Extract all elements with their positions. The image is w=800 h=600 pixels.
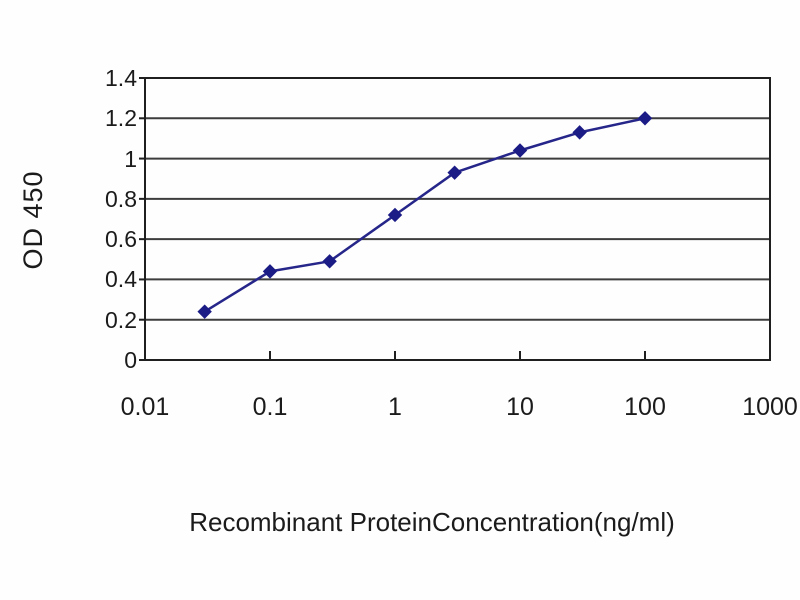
data-point-marker [322,254,337,269]
data-point-marker [387,207,403,223]
data-point-marker [262,264,278,279]
y-tick-label: 0 [124,347,137,373]
x-tick-label: 1 [388,393,402,421]
y-tick-label: 0.6 [105,226,137,253]
x-tick-label: 0.1 [252,393,288,421]
x-tick-label: 1000 [742,393,798,421]
y-tick-label: 0.2 [105,306,137,333]
x-axis-title: Recombinant ProteinConcentration(ng/ml) [189,507,675,537]
data-point-marker [447,165,462,180]
x-tick-label: 100 [624,393,666,421]
data-point-marker [572,125,587,140]
data-point-marker [512,143,528,158]
plot-border [144,77,771,361]
data-point-marker [637,111,653,126]
data-point-marker [197,304,212,319]
series-line [203,117,646,313]
x-tick-label: 10 [506,393,534,421]
y-tick-label: 1 [124,145,137,172]
x-tick-label: 0.01 [120,393,170,421]
y-axis-title: OD 450 [18,170,48,270]
y-tick-label: 0.4 [105,266,137,293]
y-tick-label: 0.8 [105,185,137,212]
y-tick-label: 1.2 [105,105,137,132]
y-tick-label: 1.4 [105,65,137,91]
